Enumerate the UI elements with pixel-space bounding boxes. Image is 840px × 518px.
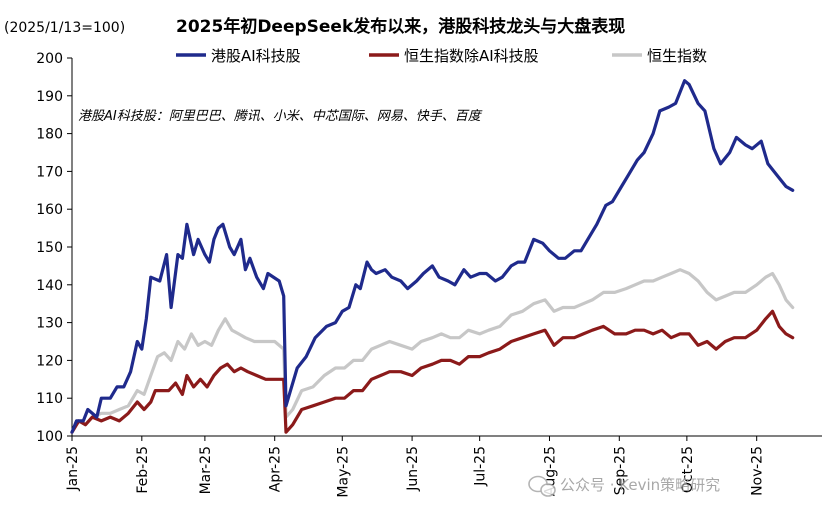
y-tick-label: 180	[36, 127, 63, 143]
x-tick-label: Apr-25	[268, 446, 284, 492]
legend-label-ai-tech: 港股AI科技股	[211, 47, 301, 65]
x-tick-label: Nov-25	[750, 446, 766, 496]
x-tick-label: Jul-25	[473, 446, 489, 487]
chart-title: 2025年初DeepSeek发布以来，港股科技龙头与大盘表现	[176, 16, 625, 37]
series-line-ai-tech	[70, 79, 795, 434]
y-axis-label: (2025/1/13=100)	[4, 20, 125, 36]
x-tick-label: May-25	[335, 446, 351, 498]
constituents-annotation: 港股AI科技股：阿里巴巴、腾讯、小米、中芯国际、网易、快手、百度	[78, 109, 483, 124]
x-tick-label: Jun-25	[405, 446, 421, 492]
y-tick-label: 190	[36, 89, 63, 105]
y-tick-label: 120	[36, 353, 63, 369]
x-axis-ticks: Jan-25 Feb-25 Mar-25 Apr-25 May-25 Jun-25 Jul-…	[65, 436, 766, 498]
watermark-text: 公众号 · Kevin策略研究	[560, 476, 720, 494]
y-axis-ticks: 100 110 120 130 140 150 160 170 180 190 200	[36, 51, 72, 445]
y-tick-label: 110	[36, 391, 63, 407]
y-tick-label: 150	[36, 240, 63, 256]
x-tick-label: Sep-25	[612, 446, 628, 495]
legend: 港股AI科技股 恒生指数除AI科技股 恒生指数	[176, 47, 707, 65]
series-line-hsi	[70, 268, 795, 434]
series-layer	[70, 79, 795, 434]
series-line-hsi-ex-ai	[70, 309, 795, 434]
legend-label-hsi-ex-ai: 恒生指数除AI科技股	[404, 47, 539, 65]
y-tick-label: 130	[36, 316, 63, 332]
x-tick-label: Jan-25	[65, 446, 81, 491]
y-tick-label: 160	[36, 202, 63, 218]
y-tick-label: 170	[36, 164, 63, 180]
x-tick-label: Mar-25	[198, 446, 214, 494]
y-tick-label: 140	[36, 278, 63, 294]
x-tick-label: Feb-25	[135, 446, 151, 494]
legend-label-hsi: 恒生指数	[647, 47, 707, 65]
x-tick-label: Oct-25	[680, 446, 696, 493]
wechat-icon	[528, 475, 556, 497]
y-tick-label: 100	[36, 429, 63, 445]
y-tick-label: 200	[36, 51, 63, 67]
watermark: 公众号 · Kevin策略研究	[528, 475, 720, 497]
